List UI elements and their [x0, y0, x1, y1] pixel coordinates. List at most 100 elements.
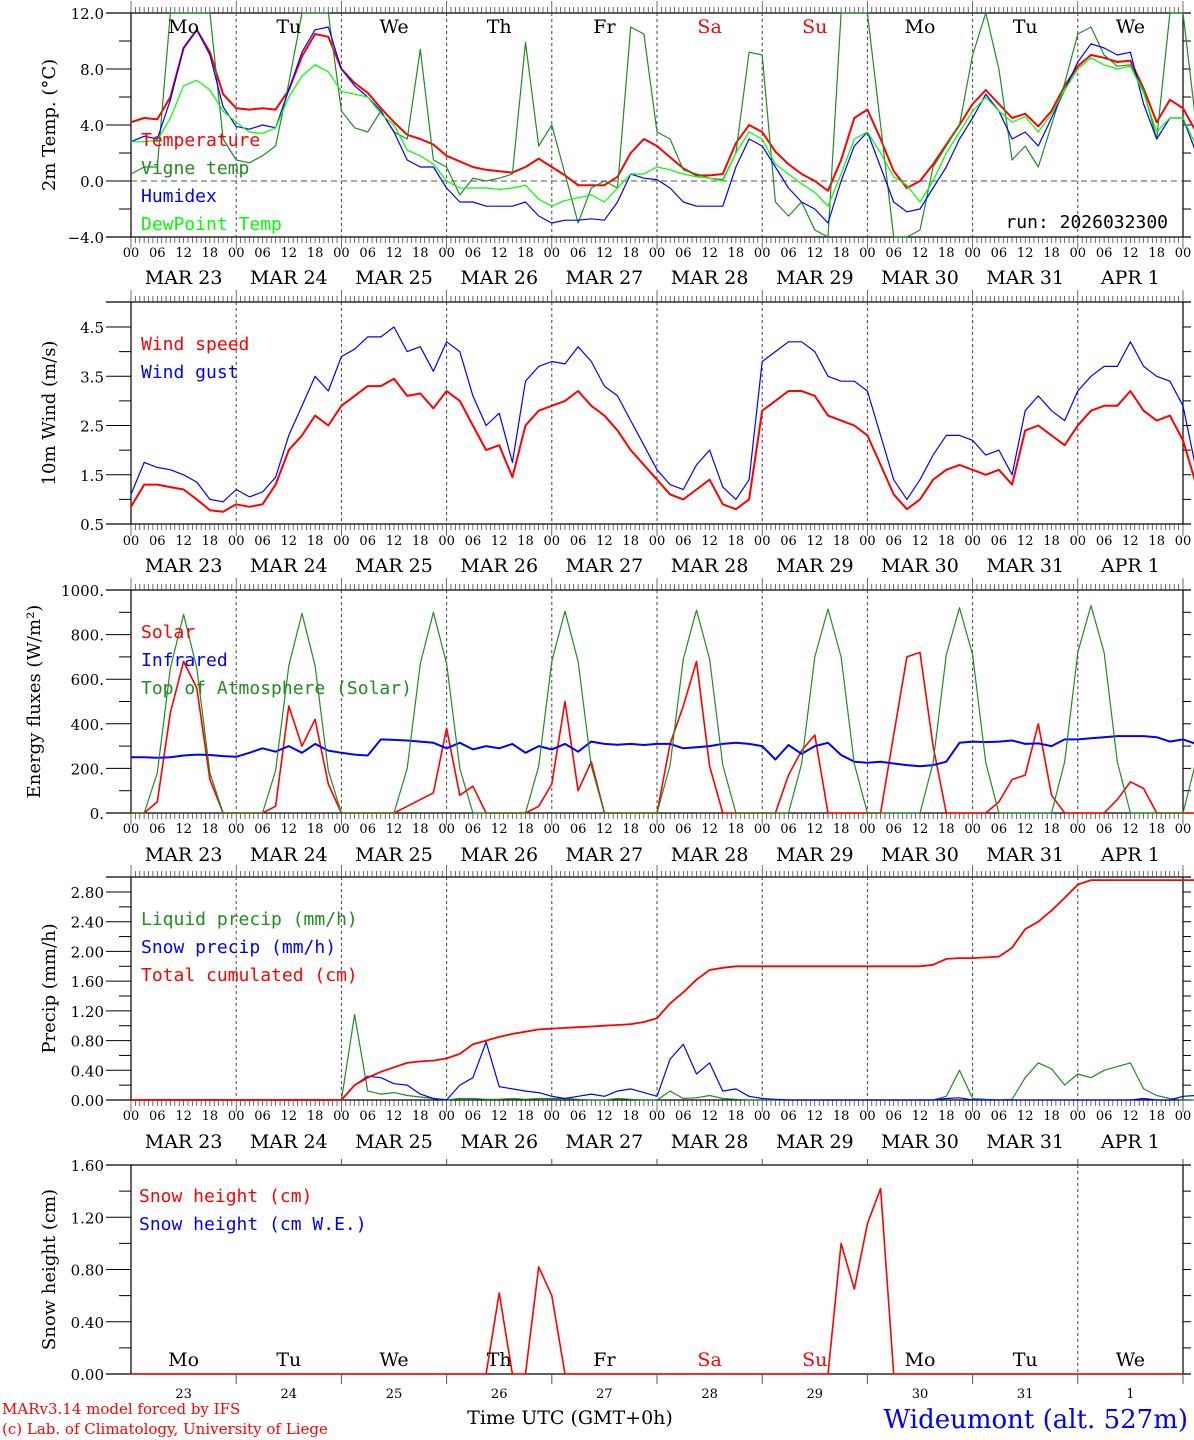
day-of-week-label: We: [379, 16, 408, 38]
day-of-week-label: We: [1116, 1349, 1145, 1371]
date-label: MAR 23: [145, 844, 223, 866]
hour-tick-label: 06: [675, 246, 692, 261]
day-of-week-label: We: [379, 1349, 408, 1371]
hour-tick-label: 18: [833, 534, 850, 549]
date-label: MAR 31: [986, 844, 1064, 866]
hour-tick-label: 18: [728, 822, 745, 837]
date-label: MAR 28: [671, 844, 749, 866]
y-tick-label: 0.: [90, 805, 104, 823]
hour-tick-label: 12: [596, 534, 613, 549]
hour-tick-label: 12: [596, 822, 613, 837]
series-line-vigne-temp: [130, 12, 1194, 238]
hour-tick-label: 00: [1070, 822, 1087, 837]
hour-tick-label: 06: [359, 1109, 376, 1124]
date-label: MAR 31: [986, 555, 1064, 577]
hour-tick-label: 06: [149, 1109, 166, 1124]
date-label: MAR 27: [566, 555, 644, 577]
y-tick-label: 200.: [71, 760, 104, 778]
hour-tick-label: 18: [728, 1109, 745, 1124]
day-number-label: 31: [1017, 1387, 1034, 1402]
hour-tick-label: 00: [1070, 1109, 1087, 1124]
hour-tick-label: 06: [570, 534, 587, 549]
hour-tick-label: 18: [728, 246, 745, 261]
date-label: MAR 28: [671, 1131, 749, 1153]
hour-tick-label: 18: [1148, 246, 1165, 261]
date-label: MAR 26: [460, 1131, 538, 1153]
date-label: MAR 31: [986, 1131, 1064, 1153]
hour-tick-label: 18: [1043, 1109, 1060, 1124]
y-tick-label: 2.5: [80, 418, 104, 436]
hour-tick-label: 18: [1043, 246, 1060, 261]
hour-tick-label: 18: [622, 534, 639, 549]
hour-tick-label: 00: [123, 246, 140, 261]
series-line-temperature: [130, 28, 1194, 192]
hour-tick-label: 06: [780, 246, 797, 261]
y-tick-label: 0.80: [71, 1033, 104, 1051]
hour-tick-label: 06: [991, 822, 1008, 837]
day-of-week-label: Fr: [593, 1349, 616, 1371]
date-label: MAR 28: [671, 555, 749, 577]
hour-tick-label: 18: [1148, 534, 1165, 549]
y-tick-label: 12.0: [71, 5, 104, 23]
hour-tick-label: 00: [754, 822, 771, 837]
hour-tick-label: 18: [202, 246, 219, 261]
hour-tick-label: 18: [622, 1109, 639, 1124]
hour-tick-label: 06: [254, 534, 271, 549]
hour-tick-label: 00: [123, 822, 140, 837]
hour-tick-label: 00: [544, 246, 561, 261]
hour-tick-label: 00: [438, 822, 455, 837]
y-tick-label: 8.0: [80, 61, 104, 79]
hour-tick-label: 06: [149, 534, 166, 549]
date-label: MAR 30: [881, 844, 959, 866]
hour-tick-label: 18: [622, 822, 639, 837]
hour-tick-label: 00: [123, 1109, 140, 1124]
y-tick-label: 1.5: [80, 467, 104, 485]
y-axis-title: Snow height (cm): [39, 1189, 60, 1350]
hour-tick-label: 12: [281, 534, 298, 549]
hour-tick-label: 06: [359, 534, 376, 549]
day-of-week-label: Mo: [168, 1349, 199, 1371]
hour-tick-label: 00: [228, 246, 245, 261]
hour-tick-label: 06: [465, 246, 482, 261]
hour-tick-label: 12: [912, 1109, 929, 1124]
hour-tick-label: 12: [1017, 822, 1034, 837]
hour-tick-label: 18: [938, 534, 955, 549]
hour-tick-label: 18: [728, 534, 745, 549]
day-of-week-label: Tu: [276, 1349, 301, 1371]
day-number-label: 23: [175, 1387, 192, 1402]
y-tick-label: 2.40: [71, 914, 104, 932]
legend-entry: Top of Atmosphere (Solar): [141, 678, 412, 699]
panel-precip: 2.80 2.40 2.00 1.60 1.20 0.80 0.40 0.00 Precip (…: [39, 865, 1194, 1153]
hour-tick-label: 00: [333, 246, 350, 261]
day-of-week-label: Mo: [905, 1349, 936, 1371]
hour-tick-label: 00: [1070, 246, 1087, 261]
day-number-label: 27: [596, 1387, 613, 1402]
hour-tick-label: 00: [964, 534, 981, 549]
hour-tick-label: 06: [991, 1109, 1008, 1124]
y-tick-label: 1.20: [71, 1209, 104, 1227]
hour-tick-label: 00: [649, 1109, 666, 1124]
panel-energy: 1000. 800. 600. 400. 200. 0. Energy fluxes (W/…: [24, 578, 1194, 866]
hour-tick-label: 12: [807, 246, 824, 261]
hour-tick-label: 06: [885, 822, 902, 837]
hour-tick-label: 00: [964, 1109, 981, 1124]
series-line-snow-precip-mm-h: [131, 1041, 1194, 1101]
hour-tick-label: 06: [570, 822, 587, 837]
day-of-week-label: Tu: [276, 16, 301, 38]
hour-tick-label: 18: [412, 822, 429, 837]
hour-tick-label: 00: [1175, 534, 1192, 549]
y-axis-title: 2m Temp. (°C): [39, 59, 60, 191]
hour-tick-label: 12: [912, 822, 929, 837]
run-label: run: 2026032300: [1005, 212, 1168, 233]
hour-tick-label: 12: [596, 246, 613, 261]
date-label: APR 1: [1100, 1131, 1160, 1153]
y-tick-label: 0.00: [71, 1092, 104, 1110]
date-label: APR 1: [1100, 555, 1160, 577]
day-number-label: 1: [1126, 1387, 1134, 1402]
hour-tick-label: 00: [649, 534, 666, 549]
hour-tick-label: 06: [465, 1109, 482, 1124]
hour-tick-label: 12: [807, 822, 824, 837]
hour-tick-label: 00: [964, 246, 981, 261]
date-label: APR 1: [1100, 844, 1160, 866]
hour-tick-label: 06: [359, 246, 376, 261]
